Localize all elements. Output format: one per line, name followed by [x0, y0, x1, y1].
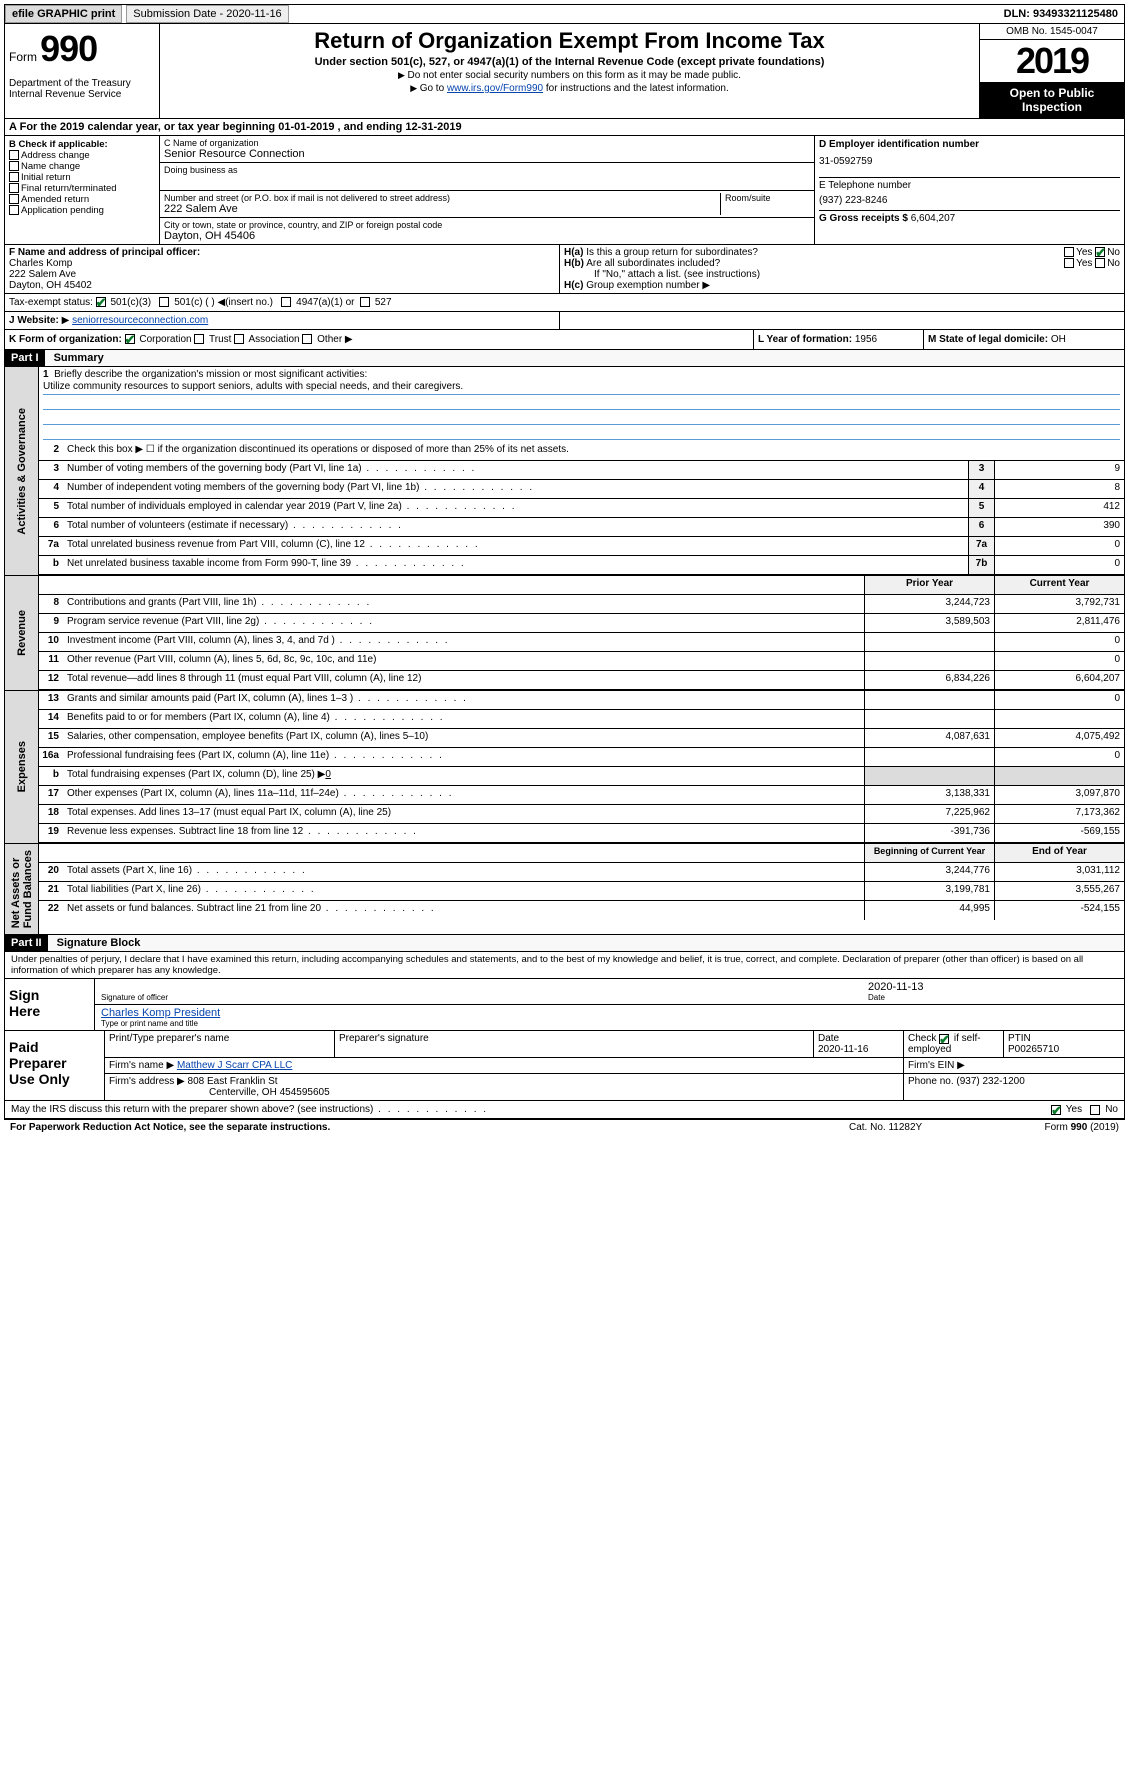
line-4: Number of independent voting members of … — [63, 480, 968, 498]
mission-label: Briefly describe the organization's miss… — [54, 369, 367, 380]
current-year-header: Current Year — [994, 576, 1124, 594]
mission-text: Utilize community resources to support s… — [43, 380, 1120, 395]
form-word: Form — [9, 50, 37, 64]
chk-name[interactable]: Name change — [9, 161, 155, 172]
part1-title: Summary — [48, 350, 110, 366]
side-governance: Activities & Governance — [5, 367, 39, 575]
chk-address[interactable]: Address change — [9, 150, 155, 161]
efile-button[interactable]: efile GRAPHIC print — [5, 5, 122, 23]
perjury-declaration: Under penalties of perjury, I declare th… — [5, 952, 1124, 978]
chk-corp[interactable] — [125, 334, 135, 344]
phone-value: (937) 223-8246 — [819, 195, 1120, 206]
tax-year: 2019 — [980, 40, 1124, 82]
side-expenses: Expenses — [5, 691, 39, 843]
topbar: efile GRAPHIC print Submission Date - 20… — [4, 4, 1125, 24]
line-7b: Net unrelated business taxable income fr… — [63, 556, 968, 574]
line-7a: Total unrelated business revenue from Pa… — [63, 537, 968, 555]
form-title: Return of Organization Exempt From Incom… — [166, 28, 973, 54]
chk-pending[interactable]: Application pending — [9, 205, 155, 216]
note-ssn: Do not enter social security numbers on … — [166, 70, 973, 81]
ein-value: 31-0592759 — [819, 156, 1120, 167]
block-h: H(a) Is this a group return for subordin… — [560, 245, 1124, 293]
irs-link[interactable]: www.irs.gov/Form990 — [447, 83, 543, 94]
chk-501c3[interactable] — [96, 297, 106, 307]
chk-amended[interactable]: Amended return — [9, 194, 155, 205]
officer-name[interactable]: Charles Komp President — [101, 1007, 1118, 1019]
chk-trust[interactable] — [194, 334, 204, 344]
part2-tag: Part II — [5, 935, 48, 951]
submission-date-chip: Submission Date - 2020-11-16 — [126, 5, 288, 23]
period-row: A For the 2019 calendar year, or tax yea… — [5, 119, 1124, 136]
block-m: M State of legal domicile: OH — [924, 330, 1124, 349]
chk-527[interactable] — [360, 297, 370, 307]
side-netassets: Net Assets or Fund Balances — [5, 844, 39, 934]
sign-here-label: Sign Here — [5, 979, 95, 1030]
line-5: Total number of individuals employed in … — [63, 499, 968, 517]
omb-number: OMB No. 1545-0047 — [980, 24, 1124, 40]
block-k: K Form of organization: Corporation Trus… — [5, 330, 754, 349]
block-d-label: D Employer identification number — [819, 139, 1120, 150]
chk-initial[interactable]: Initial return — [9, 172, 155, 183]
block-e-label: E Telephone number — [819, 177, 1120, 191]
paperwork-notice: For Paperwork Reduction Act Notice, see … — [10, 1122, 849, 1133]
dln-label: DLN: 93493321125480 — [998, 6, 1124, 22]
dept-label: Department of the Treasury Internal Reve… — [9, 78, 155, 100]
discuss-yes[interactable] — [1051, 1105, 1061, 1115]
chk-501c[interactable] — [159, 297, 169, 307]
gross-receipts: 6,604,207 — [911, 213, 956, 224]
block-c: C Name of organization Senior Resource C… — [160, 136, 814, 244]
block-b: B Check if applicable: Address change Na… — [5, 136, 160, 244]
chk-4947[interactable] — [281, 297, 291, 307]
chk-other[interactable] — [302, 334, 312, 344]
block-j: J Website: ▶ seniorresourceconnection.co… — [5, 312, 560, 329]
website-link[interactable]: seniorresourceconnection.com — [72, 315, 208, 326]
block-f: F Name and address of principal officer:… — [5, 245, 560, 293]
cat-no: Cat. No. 11282Y — [849, 1122, 999, 1133]
note-link: Go to www.irs.gov/Form990 for instructio… — [166, 83, 973, 94]
side-revenue: Revenue — [5, 576, 39, 690]
tax-status-row: Tax-exempt status: 501(c)(3) 501(c) ( ) … — [5, 294, 1124, 312]
block-g-label: G Gross receipts $ — [819, 213, 911, 224]
form-footer: Form 990 (2019) — [999, 1122, 1119, 1133]
line-2: Check this box ▶ ☐ if the organization d… — [63, 442, 1124, 460]
prior-year-header: Prior Year — [864, 576, 994, 594]
form-header: Form 990 Department of the Treasury Inte… — [4, 24, 1125, 119]
chk-final[interactable]: Final return/terminated — [9, 183, 155, 194]
discuss-row: May the IRS discuss this return with the… — [4, 1101, 1125, 1119]
block-l: L Year of formation: 1956 — [754, 330, 924, 349]
paid-preparer-label: Paid Preparer Use Only — [5, 1031, 105, 1100]
city-state-zip: Dayton, OH 45406 — [164, 230, 810, 242]
chk-assoc[interactable] — [234, 334, 244, 344]
discuss-no[interactable] — [1090, 1105, 1100, 1115]
line-3: Number of voting members of the governin… — [63, 461, 968, 479]
street-address: 222 Salem Ave — [164, 203, 720, 215]
part1-tag: Part I — [5, 350, 45, 366]
public-inspection-badge: Open to Public Inspection — [980, 82, 1124, 118]
part2-title: Signature Block — [51, 935, 147, 951]
firm-name-link[interactable]: Matthew J Scarr CPA LLC — [177, 1060, 292, 1071]
form-number: 990 — [40, 28, 97, 69]
org-name: Senior Resource Connection — [164, 148, 810, 160]
line-6: Total number of volunteers (estimate if … — [63, 518, 968, 536]
form-subtitle: Under section 501(c), 527, or 4947(a)(1)… — [166, 56, 973, 68]
